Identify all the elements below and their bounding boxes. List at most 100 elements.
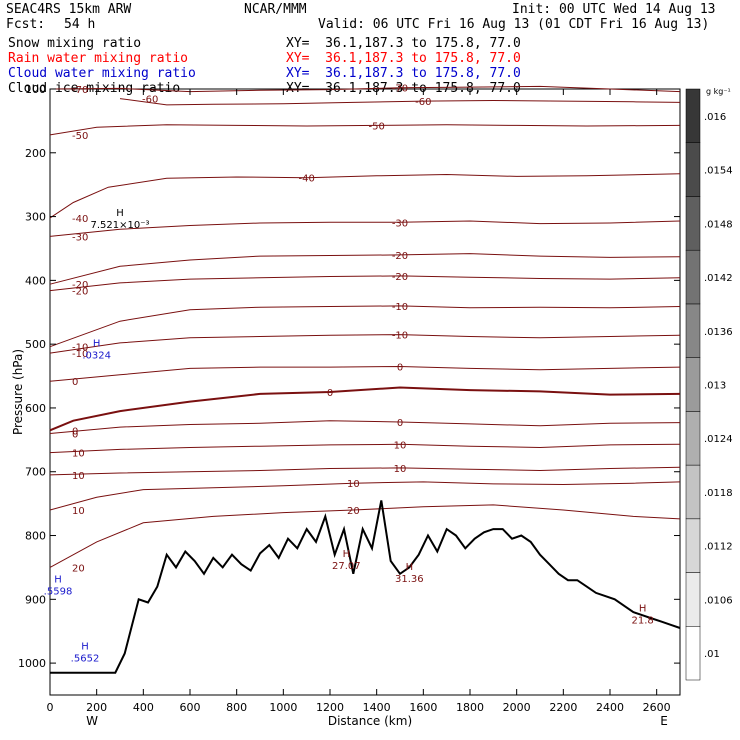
legend-snow-name: Snow mixing ratio — [8, 36, 142, 51]
high-marker-value: .0324 — [82, 351, 111, 362]
colorbar-tick-label: .013 — [704, 381, 726, 392]
axis-ticks: 0 200 400 600 800 1000 1200 1400 1600 1800 2000 220… — [18, 83, 680, 714]
y-tick-label: 900 — [25, 593, 46, 606]
colorbar-segment — [685, 142, 701, 197]
terrain — [50, 500, 681, 674]
colorbar-tick-label: .0118 — [704, 488, 733, 499]
colorbar-segment — [685, 626, 701, 681]
legend-rain-name: Rain water mixing ratio — [8, 51, 189, 66]
contour-label: -40 — [298, 174, 314, 185]
x-tick-label: 1000 — [269, 701, 297, 714]
y-axis-label: Pressure (hPa) — [11, 349, 25, 435]
contour-label: 0 — [72, 429, 78, 440]
contour-line — [49, 173, 681, 219]
y-tick-label: 800 — [25, 530, 46, 543]
colorbar-segment — [685, 518, 701, 573]
colorbar-tick-label: .016 — [704, 112, 726, 123]
init-time: Init: 00 UTC Wed 14 Aug 13 — [512, 2, 716, 17]
x-tick-label: 200 — [86, 701, 107, 714]
x-end-right: E — [660, 714, 668, 728]
high-marker-value: 21.8 — [632, 615, 654, 626]
colorbar-tick-label: .0106 — [704, 595, 733, 606]
contour-label: 0 — [397, 418, 403, 429]
contour-label: 0 — [327, 388, 333, 399]
contour-label: -50 — [368, 121, 384, 132]
x-tick-label: 2200 — [549, 701, 577, 714]
contour-label: 20 — [347, 506, 360, 517]
y-tick-label: 100 — [25, 83, 46, 96]
contour-line — [49, 124, 681, 136]
x-tick-label: 1200 — [316, 701, 344, 714]
x-tick-label: 400 — [133, 701, 154, 714]
contour-label: -30 — [392, 218, 408, 229]
y-tick-label: 200 — [25, 147, 46, 160]
contour-label: 10 — [394, 464, 407, 475]
legend-cloudwater-xy: XY= 36.1,187.3 to 175.8, 77.0 — [286, 66, 521, 81]
contour-label: 0 — [397, 362, 403, 373]
legend-snow-xy: XY= 36.1,187.3 to 175.8, 77.0 — [286, 36, 521, 51]
contour-label: -30 — [72, 232, 88, 243]
contour-line — [49, 253, 681, 285]
x-tick-label: 0 — [47, 701, 54, 714]
colorbar-tick-label: .0148 — [704, 219, 733, 230]
contour-line — [49, 334, 681, 354]
temperature-contours: -70-70-60-60-50-50-40-40 -30-30-20-20-20-… — [49, 84, 681, 574]
colorbar-tick-label: .0142 — [704, 273, 733, 284]
contour-label: -20 — [392, 251, 408, 262]
contour-label: 0 — [72, 377, 78, 388]
contour-line — [49, 466, 681, 476]
colorbar-segment — [685, 88, 701, 143]
contour-line — [49, 85, 681, 93]
contour-label: -60 — [415, 97, 431, 108]
colorbar-segment — [685, 572, 701, 627]
x-axis-label: Distance (km) — [328, 714, 412, 728]
high-marker-letter: H — [343, 549, 351, 560]
contour-label: 10 — [72, 471, 85, 482]
contour-line — [49, 305, 681, 348]
high-marker-letter: H — [116, 208, 124, 219]
high-marker-value: 31.36 — [395, 574, 424, 585]
forecast-label: Fcst: — [6, 17, 46, 32]
colorbar-tick-label: .0124 — [704, 434, 733, 445]
colorbar-segment — [685, 357, 701, 412]
high-marker-letter: H — [54, 575, 62, 586]
contour-line — [49, 365, 681, 382]
y-tick-label: 500 — [25, 338, 46, 351]
contour-line — [49, 504, 681, 568]
colorbar-segment — [685, 464, 701, 520]
contour-label: -70 — [392, 84, 408, 95]
x-tick-label: 1400 — [363, 701, 391, 714]
contour-label: 10 — [72, 449, 85, 460]
colorbar-segment — [685, 249, 701, 305]
contour-line — [49, 220, 681, 237]
high-marker-letter: H — [93, 339, 101, 350]
valid-time: Valid: 06 UTC Fri 16 Aug 13 (01 CDT Fri … — [318, 17, 710, 32]
colorbar-tick-label: .0136 — [704, 327, 733, 338]
contour-label: -60 — [142, 95, 158, 106]
x-end-left: W — [86, 714, 98, 728]
contour-label: 0 — [72, 426, 78, 437]
y-tick-label: 700 — [25, 466, 46, 479]
contour-label: 10 — [394, 440, 407, 451]
contour-line — [49, 420, 681, 434]
y-tick-label: 600 — [25, 402, 46, 415]
contour-label: 10 — [347, 479, 360, 490]
contour-line — [119, 98, 681, 106]
contour-label: -20 — [72, 280, 88, 291]
contour-line — [49, 386, 681, 432]
y-tick-label: 300 — [25, 211, 46, 224]
contour-label: -20 — [72, 287, 88, 298]
contour-label: -50 — [72, 131, 88, 142]
center-label: NCAR/MMM — [244, 2, 307, 17]
x-tick-label: 2000 — [503, 701, 531, 714]
contour-line — [49, 443, 681, 454]
contour-label: -10 — [392, 302, 408, 313]
colorbar-unit: g kg⁻¹ — [706, 87, 731, 96]
contour-label: 20 — [72, 563, 85, 574]
colorbar-segment — [685, 303, 701, 358]
high-marker-value: 27.07 — [332, 561, 361, 572]
x-tick-label: 800 — [226, 701, 247, 714]
contour-label: -10 — [392, 331, 408, 342]
